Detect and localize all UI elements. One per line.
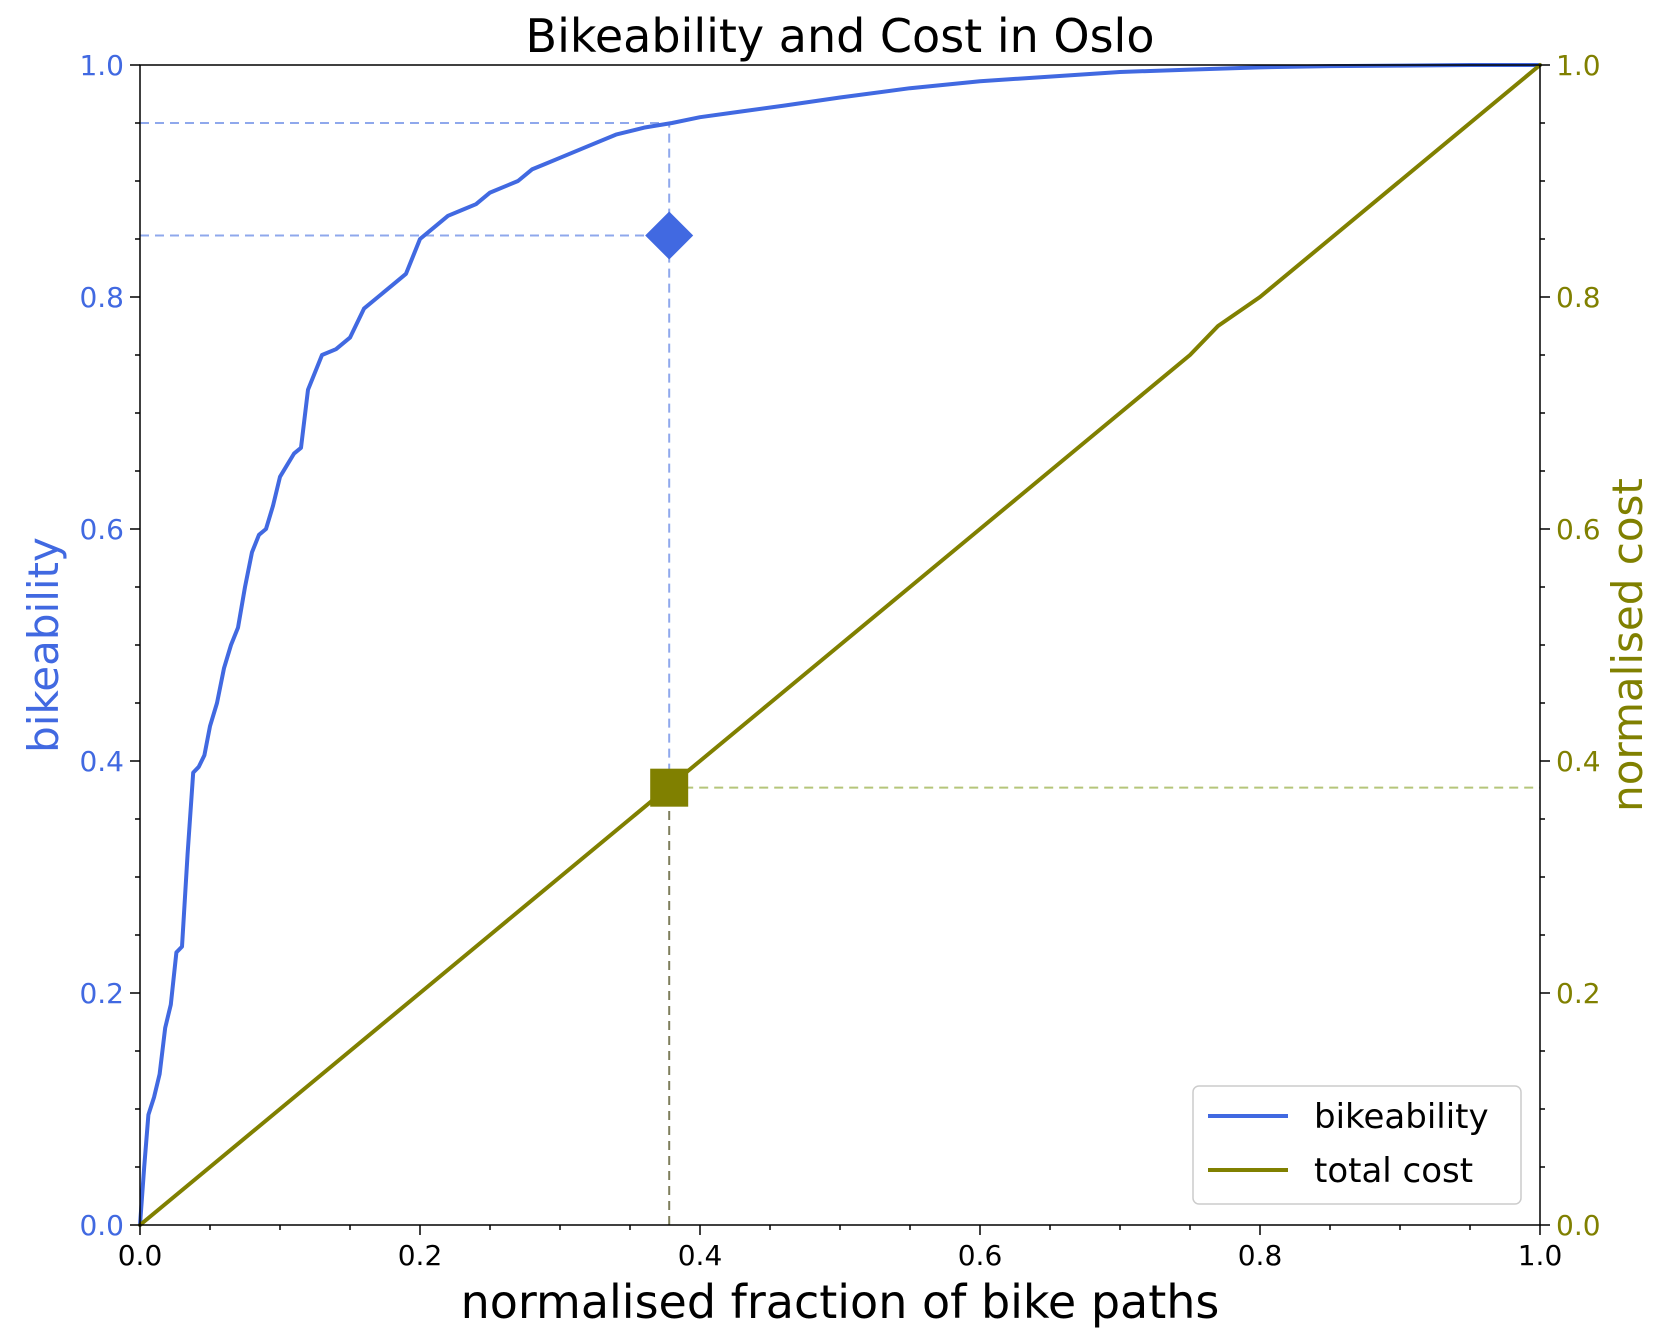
right-y-tick-label: 0.8 (1556, 281, 1601, 314)
series-line-total-cost (138, 63, 1542, 1227)
legend-label-total-cost: total cost (1314, 1151, 1473, 1191)
right-y-tick-label: 1.0 (1556, 49, 1601, 82)
x-tick-label: 0.2 (398, 1239, 443, 1272)
x-tick-label: 0.4 (678, 1239, 723, 1272)
left-y-tick-label: 0.8 (79, 281, 124, 314)
series-lines (138, 63, 1542, 1227)
right-y-tick-label: 0.4 (1556, 745, 1601, 778)
right-y-axis-label: normalised cost (1603, 478, 1652, 812)
right-y-tick-label: 0.6 (1556, 513, 1601, 546)
left-y-tick-label: 0.4 (79, 745, 124, 778)
left-y-axis-ticks: 0.0 0.2 0.4 0.6 0.8 1.0 (79, 49, 140, 1242)
chart-title: Bikeability and Cost in Oslo (526, 9, 1155, 63)
right-y-axis-ticks: 0.0 0.2 0.4 0.6 0.8 1.0 (1540, 49, 1601, 1242)
left-y-tick-label: 1.0 (79, 49, 124, 82)
x-tick-label: 0.0 (118, 1239, 163, 1272)
right-y-tick-label: 0.0 (1556, 1209, 1601, 1242)
x-axis-label: normalised fraction of bike paths (461, 1275, 1220, 1329)
reference-lines (140, 122, 1540, 1225)
legend: bikeability total cost (1192, 1085, 1522, 1205)
x-tick-label: 1.0 (1518, 1239, 1563, 1272)
marker-diamond (645, 211, 694, 260)
series-line-bikeability (138, 63, 1542, 1227)
left-y-tick-label: 0.2 (79, 977, 124, 1010)
x-tick-label: 0.6 (958, 1239, 1003, 1272)
marker-square (650, 768, 689, 807)
left-y-axis-label: bikeability (19, 537, 68, 753)
x-tick-label: 0.8 (1238, 1239, 1283, 1272)
left-y-tick-label: 0.6 (79, 513, 124, 546)
x-axis-ticks: 0.0 0.2 0.4 0.6 0.8 1.0 (118, 1225, 1563, 1272)
right-y-tick-label: 0.2 (1556, 977, 1601, 1010)
legend-label-bikeability: bikeability (1314, 1097, 1489, 1137)
markers (645, 211, 694, 807)
left-y-tick-label: 0.0 (79, 1209, 124, 1242)
